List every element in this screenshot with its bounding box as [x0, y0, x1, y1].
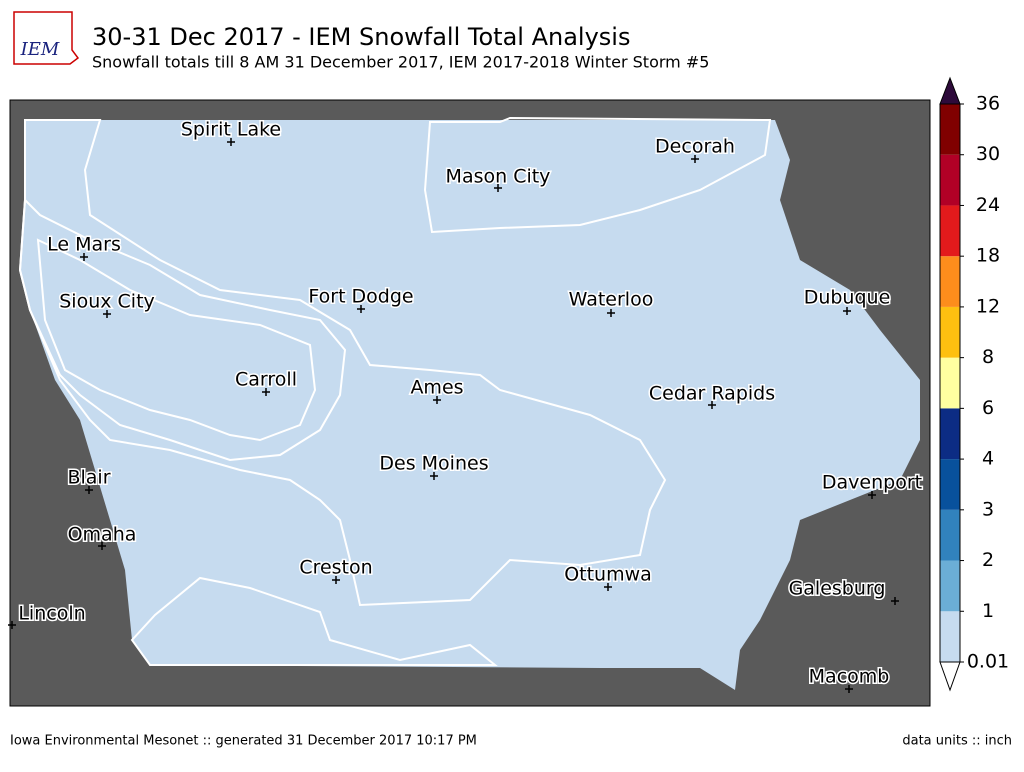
cities: Spirit Lake Decorah Mason City Le Mars Sioux… — [8, 117, 924, 693]
band-3-4 — [36, 238, 317, 442]
colorbar-bin — [940, 154, 960, 206]
band-2-3 — [18, 197, 347, 462]
city-label: Fort Dodge — [308, 286, 413, 308]
colorbar-frame — [939, 103, 961, 663]
city-label: Creston — [299, 557, 372, 579]
city-label: Waterloo — [569, 289, 654, 311]
colorbar-bin — [940, 256, 960, 307]
colorbar-over — [939, 76, 961, 105]
footer-right: data units :: inch — [902, 734, 1012, 749]
city-label: Le Mars — [47, 234, 121, 256]
city-label: Mason City — [446, 166, 551, 188]
subtitle: Snowfall totals till 8 AM 31 December 20… — [92, 53, 709, 72]
city-label: Spirit Lake — [181, 119, 281, 141]
colorbar-label: 36 — [976, 93, 1000, 115]
colorbar-label: 0.01 — [967, 651, 1009, 673]
map — [9, 99, 931, 707]
colorbar-bin — [940, 509, 960, 561]
city-label: Carroll — [235, 369, 297, 391]
city-label: Sioux City — [59, 291, 155, 313]
colorbar-bin — [940, 357, 960, 409]
colorbar-label: 18 — [976, 245, 1000, 267]
colorbar-label: 8 — [982, 346, 994, 368]
no-snow-sw — [130, 576, 498, 666]
colorbar-bin — [940, 560, 960, 612]
no-snow-ne — [423, 116, 772, 234]
city-label: Decorah — [655, 136, 735, 158]
logo-text: IEM — [20, 39, 60, 60]
city-label: Omaha — [68, 524, 137, 546]
colorbar-label: 30 — [976, 143, 1000, 165]
colorbar-bin — [940, 104, 960, 155]
city-label: Ottumwa — [564, 564, 652, 586]
colorbar-bin — [940, 459, 960, 510]
colorbar-label: 2 — [982, 549, 994, 571]
city-label: Dubuque — [804, 287, 891, 309]
city-label: Blair — [67, 467, 110, 489]
colorbar-label: 1 — [982, 600, 994, 622]
city-label: Des Moines — [379, 453, 488, 475]
logo: IEM — [13, 11, 80, 65]
colorbar-label: 3 — [982, 498, 994, 520]
title: 30-31 Dec 2017 - IEM Snowfall Total Anal… — [92, 23, 630, 51]
city-label: Galesburg — [789, 578, 886, 600]
colorbar-label: 24 — [976, 194, 1000, 216]
city-label: Cedar Rapids — [649, 383, 775, 405]
colorbar-under — [939, 661, 961, 692]
colorbar-label: 6 — [982, 397, 994, 419]
colorbar-label: 12 — [976, 295, 1000, 317]
footer-left: Iowa Environmental Mesonet :: generated … — [10, 734, 477, 749]
city-label: Davenport — [822, 472, 922, 494]
colorbar-bin — [940, 205, 960, 257]
city-label: Macomb — [809, 666, 890, 688]
colorbar-label: 4 — [982, 448, 994, 470]
band-1-2 — [18, 119, 667, 607]
colorbar-bin — [940, 611, 960, 662]
colorbar-bin — [940, 408, 960, 460]
city-label: Lincoln — [18, 603, 85, 625]
city-label: Ames — [410, 377, 463, 399]
colorbar-bin — [940, 306, 960, 358]
iowa-base — [20, 120, 920, 690]
